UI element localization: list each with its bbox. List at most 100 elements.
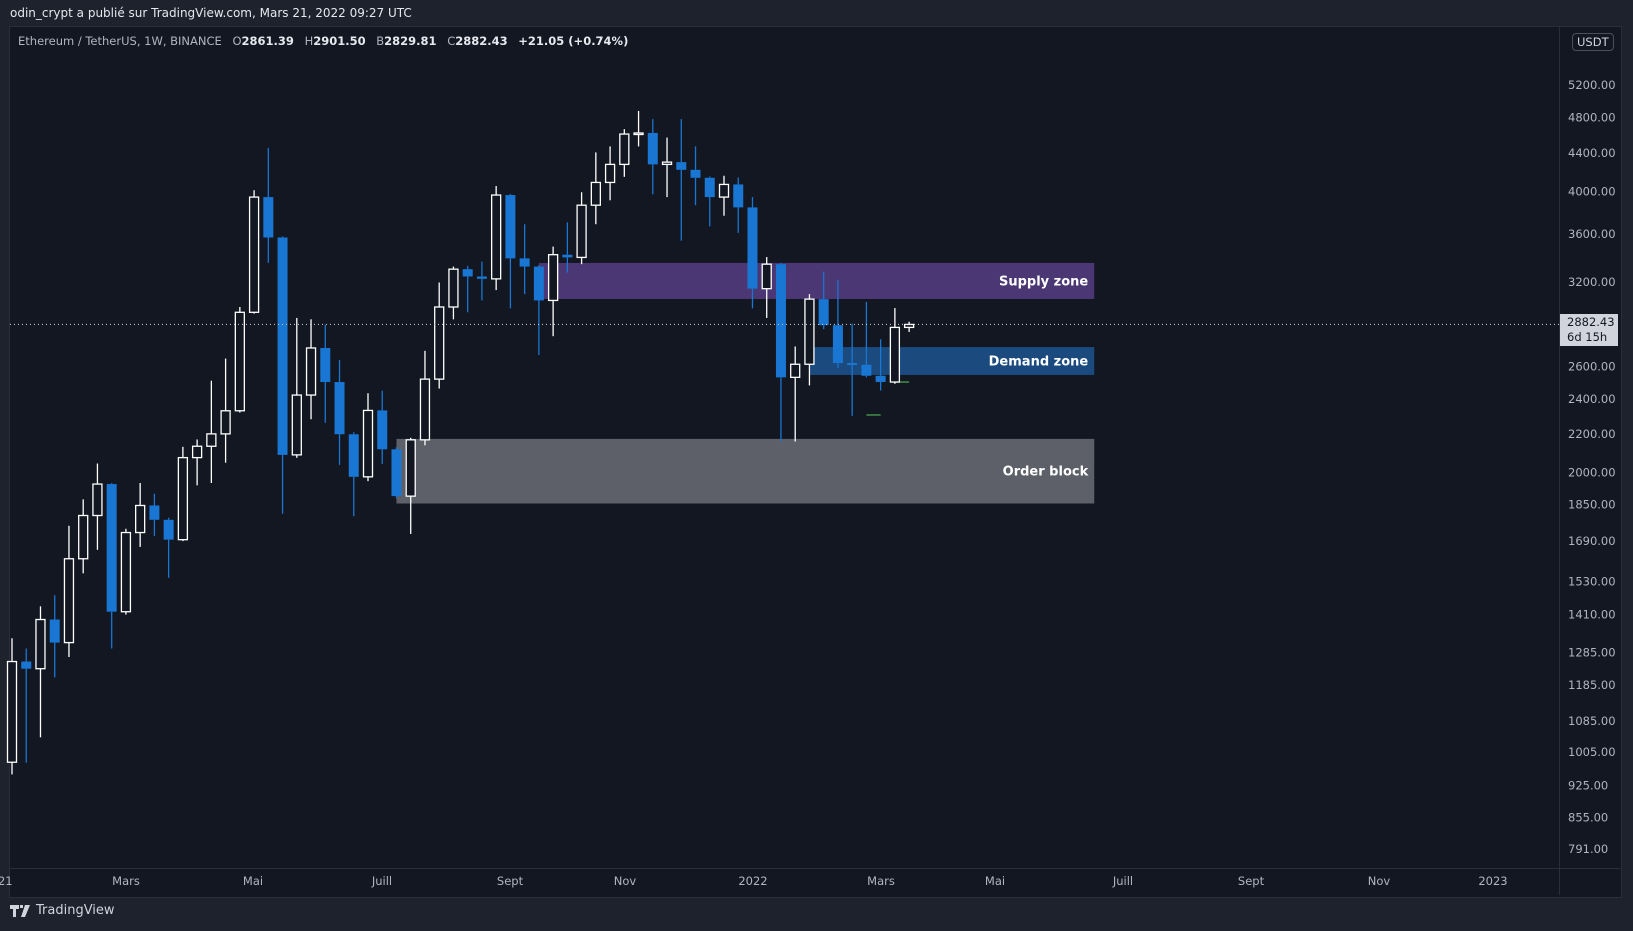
candle <box>533 265 544 356</box>
price-tick-label: 1690.00 <box>1568 534 1616 548</box>
time-tick-label: 2022 <box>738 874 767 888</box>
candle <box>562 222 573 273</box>
candle <box>519 224 530 295</box>
candle-body-up <box>590 181 601 206</box>
publish-info: odin_crypt a publié sur TradingView.com,… <box>10 6 412 20</box>
symbol-legend: Ethereum / TetherUS, 1W, BINANCE O2861.3… <box>18 34 628 48</box>
candle-body-down <box>277 237 288 455</box>
candle <box>676 119 687 241</box>
candle <box>391 447 402 499</box>
currency-button[interactable]: USDT <box>1572 33 1614 51</box>
time-tick-label: Nov <box>1368 874 1391 888</box>
candle <box>889 308 901 384</box>
candle <box>547 246 559 337</box>
price-tick-label: 3200.00 <box>1568 275 1616 289</box>
candle <box>177 446 189 542</box>
open-value: 2861.39 <box>241 34 294 48</box>
candle-body-up <box>661 161 673 166</box>
candle-body-up <box>92 483 103 517</box>
candle <box>419 350 431 446</box>
candle-body-up <box>405 439 416 497</box>
candle <box>92 463 103 550</box>
candle-body-down <box>505 195 516 259</box>
candle <box>590 152 601 225</box>
footer-brand[interactable]: TradingView <box>10 903 115 918</box>
candle-body-up <box>6 660 18 763</box>
candle <box>790 346 801 442</box>
candle <box>818 271 829 330</box>
candle-body-up <box>889 326 901 383</box>
candle <box>277 236 288 514</box>
candle-body-up <box>434 306 445 380</box>
candle <box>106 483 117 649</box>
price-tick-label: 2000.00 <box>1568 466 1616 480</box>
time-tick-label: Mars <box>867 874 895 888</box>
candle <box>861 301 872 378</box>
candle <box>234 306 245 413</box>
candle-body-down <box>690 169 701 178</box>
zone-supply-zone[interactable] <box>538 262 1095 299</box>
close-label: C <box>447 34 456 48</box>
zone-demand-zone[interactable] <box>809 347 1095 375</box>
candle-body-down <box>149 505 160 520</box>
last-price-value: 2882.43 <box>1567 315 1615 329</box>
candle <box>291 317 302 458</box>
candle <box>832 279 843 368</box>
candle-body-up <box>362 409 374 478</box>
candle-body-up <box>234 311 245 412</box>
candle-body-up <box>604 163 616 184</box>
candle-body-up <box>619 133 630 166</box>
candle <box>619 129 630 177</box>
price-tick-label: 2400.00 <box>1568 392 1616 406</box>
time-tick-label: Sept <box>1238 874 1265 888</box>
price-tick-label: 5200.00 <box>1568 78 1616 92</box>
candle <box>647 119 658 195</box>
candle-body-up <box>419 378 431 441</box>
candle-body-down <box>348 434 359 477</box>
time-tick-label: Nov <box>614 874 637 888</box>
candle-body-down <box>875 375 886 383</box>
candle <box>476 261 487 301</box>
candle-body-up <box>191 445 203 459</box>
price-tick-label: 4000.00 <box>1568 184 1616 198</box>
candle-body-up <box>135 504 146 534</box>
candle-body-down <box>733 184 744 208</box>
candle-body-down <box>562 254 573 258</box>
candle-body-up <box>177 456 189 541</box>
candle <box>690 146 701 206</box>
candle <box>21 648 32 763</box>
candle <box>320 324 331 423</box>
candle-body-down <box>704 177 715 198</box>
last-price-label: 2882.43 6d 15h <box>1560 314 1618 346</box>
candle <box>633 110 644 147</box>
zone-label: Supply zone <box>999 274 1088 289</box>
time-tick-label: 2021 <box>0 874 13 888</box>
candle-body-up <box>718 183 730 198</box>
price-tick-label: 3600.00 <box>1568 227 1616 241</box>
candle <box>604 146 616 201</box>
candle-body-up <box>804 298 815 365</box>
candle <box>405 437 416 534</box>
candle-body-down <box>334 382 345 435</box>
candle <box>220 358 231 463</box>
candle-body-down <box>861 364 872 376</box>
candle-body-up <box>220 410 231 435</box>
candle <box>377 390 388 464</box>
candle <box>747 197 758 309</box>
low-value: 2829.81 <box>384 34 437 48</box>
zone-order-block[interactable] <box>396 438 1095 504</box>
close-value: 2882.43 <box>455 34 508 48</box>
candle <box>263 147 274 263</box>
high-value: 2901.50 <box>313 34 366 48</box>
zone-label: Order block <box>1003 465 1089 480</box>
time-tick-label: Sept <box>497 874 524 888</box>
candle-body-up <box>547 254 559 302</box>
time-tick-label: Mars <box>112 874 140 888</box>
candle <box>63 525 75 658</box>
zones-layer: Supply zone Demand zone Order block <box>396 262 1095 504</box>
candle-body-down <box>49 619 60 643</box>
brand-name: TradingView <box>36 903 115 918</box>
candle <box>661 137 673 198</box>
symbol-name[interactable]: Ethereum / TetherUS, 1W, BINANCE <box>18 34 222 48</box>
